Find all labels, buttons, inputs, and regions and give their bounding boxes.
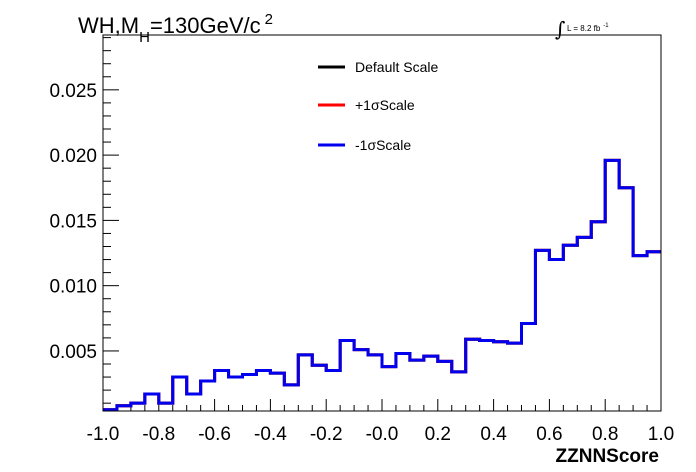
x-tick-label: 0.2	[425, 424, 451, 445]
x-tick-label: 0.4	[480, 424, 507, 445]
x-tick-label: -0.2	[310, 424, 343, 445]
luminosity-value: L = 8.2 fb	[567, 24, 601, 33]
axis-ticks	[102, 37, 662, 411]
y-tick-label: 0.010	[49, 277, 97, 298]
legend-label: +1σScale	[355, 97, 415, 113]
y-tick-label: 0.020	[49, 146, 97, 167]
series-line-3	[103, 158, 661, 412]
x-axis-label: ZZNNScore	[556, 446, 659, 467]
x-tick-labels: -1.0 -0.8 -0.6 -0.4 -0.2 -0.0 0.2 0.4 0.6 0.8 1.0	[87, 424, 675, 445]
legend-label: -1σScale	[355, 137, 411, 153]
title-prefix: WH,M	[78, 13, 139, 38]
series-line-2	[103, 158, 661, 412]
legend: Default Scale +1σScale -1σScale	[318, 59, 438, 153]
legend-label: Default Scale	[355, 59, 438, 75]
y-tick-label: 0.005	[49, 342, 97, 363]
y-tick-label: 0.015	[49, 211, 97, 232]
title-superscript: 2	[265, 11, 273, 28]
x-tick-label: 0.8	[592, 424, 618, 445]
luminosity-annotation: ∫ L = 8.2 fb -1	[555, 17, 609, 41]
title-middle: =130GeV/c	[150, 13, 261, 38]
series-layer	[103, 158, 661, 412]
x-tick-label: -1.0	[87, 424, 120, 445]
luminosity-text: L = 8.2 fb -1	[567, 23, 609, 33]
x-tick-label: -0.8	[142, 424, 175, 445]
x-tick-label: 0.6	[536, 424, 562, 445]
series-line-1	[103, 158, 661, 412]
x-tick-label: -0.4	[254, 424, 287, 445]
x-tick-label: -0.6	[198, 424, 231, 445]
chart-title: WH,MH=130GeV/c 2	[78, 11, 273, 46]
y-tick-labels: 0.005 0.010 0.015 0.020 0.025	[49, 81, 97, 363]
y-tick-label: 0.025	[49, 81, 97, 102]
title-subscript: H	[139, 29, 150, 46]
luminosity-exponent: -1	[603, 23, 609, 29]
x-tick-label: 1.0	[648, 424, 674, 445]
plot-frame	[102, 34, 662, 412]
x-tick-label: -0.0	[366, 424, 399, 445]
integral-symbol: ∫	[555, 17, 565, 41]
